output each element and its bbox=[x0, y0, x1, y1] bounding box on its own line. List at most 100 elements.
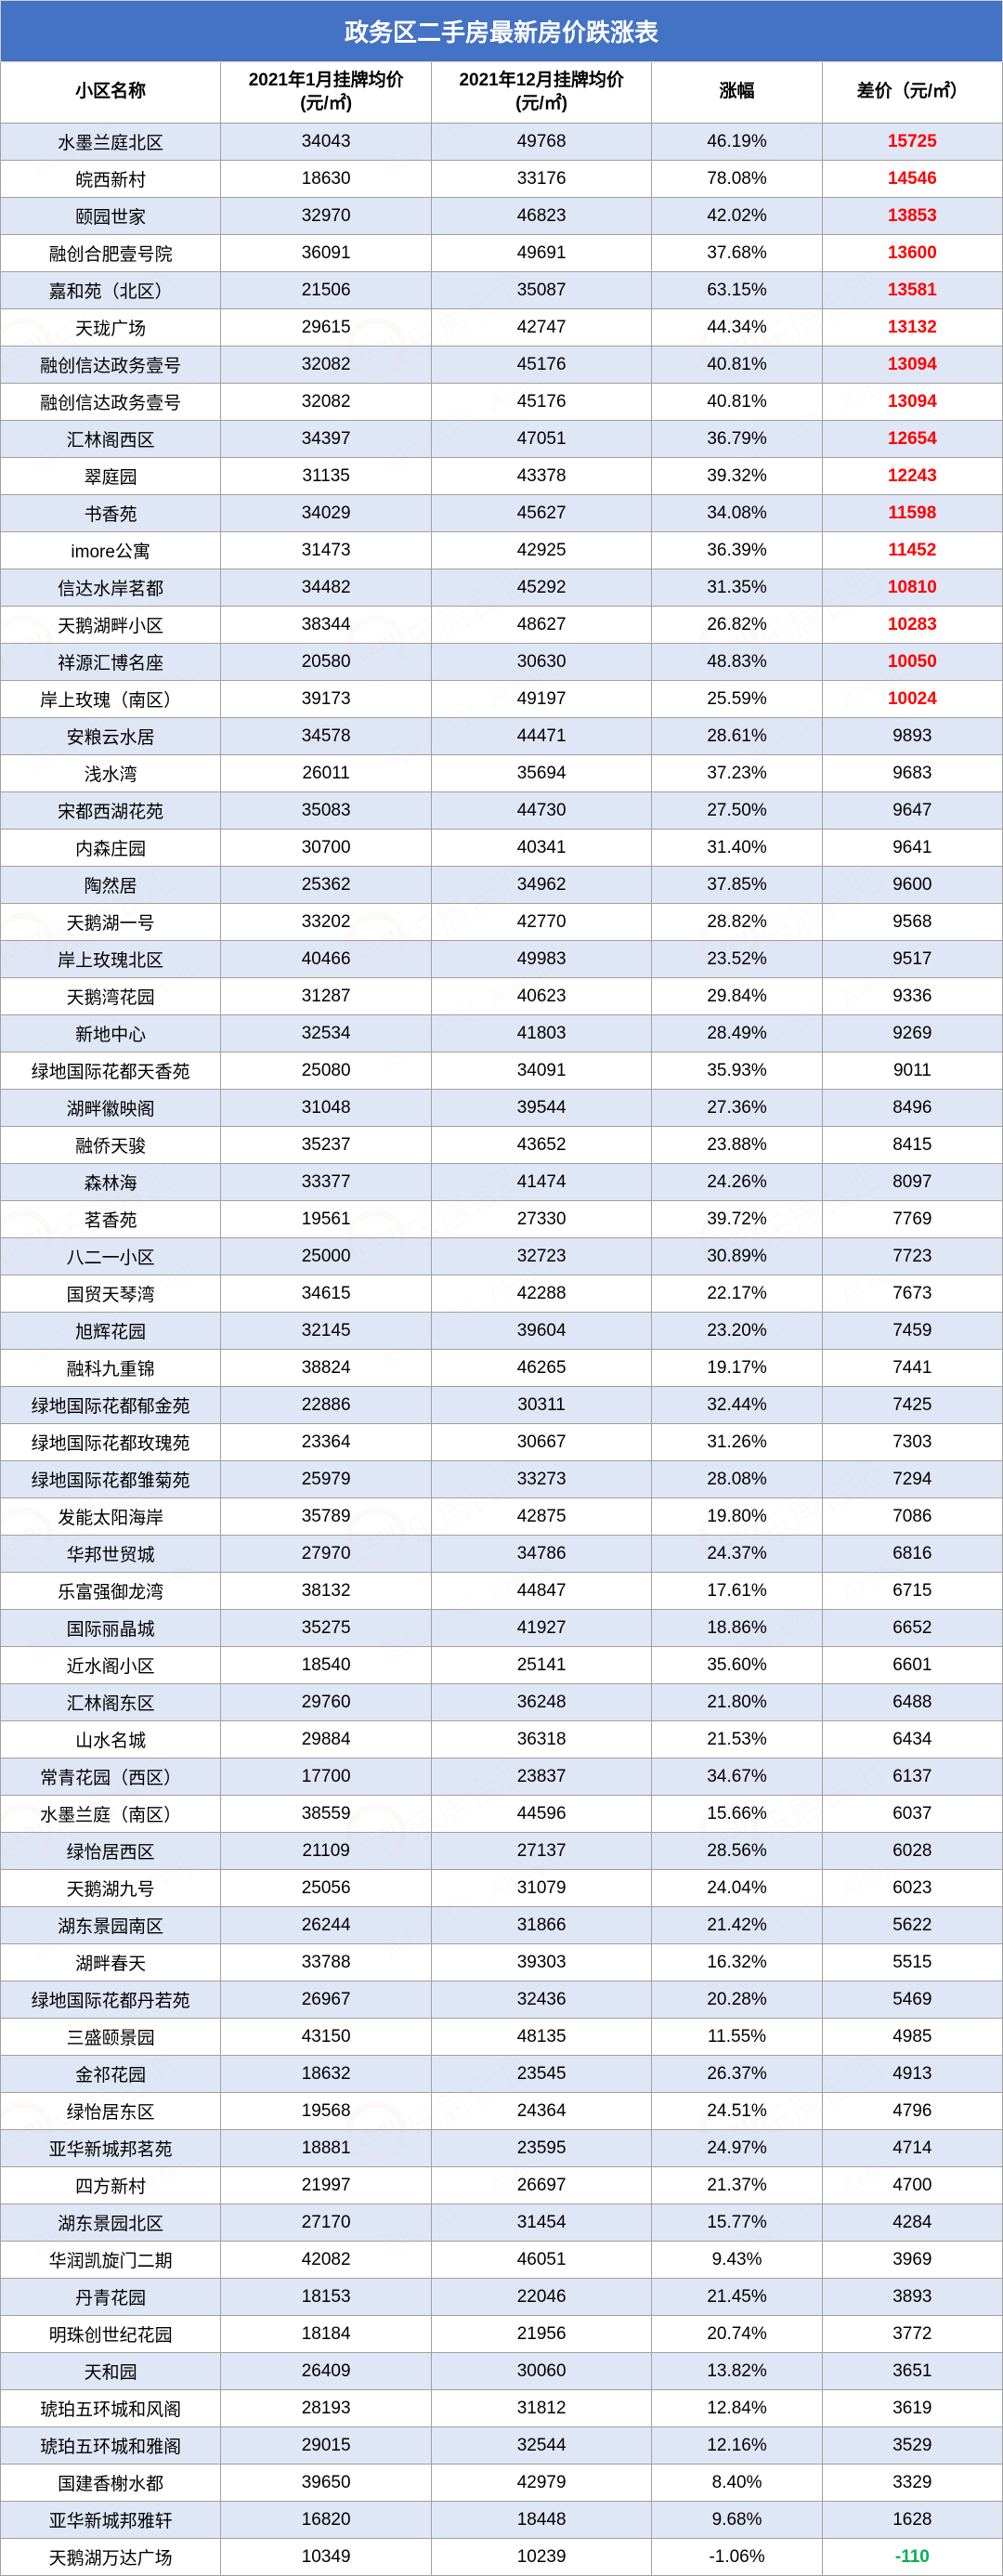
cell-diff: 12243 bbox=[822, 458, 1002, 495]
cell-jan: 18630 bbox=[221, 161, 432, 198]
cell-dec: 43378 bbox=[431, 458, 651, 495]
cell-name: 八二一小区 bbox=[1, 1238, 221, 1275]
cell-name: 明珠创世纪花园 bbox=[1, 2316, 221, 2353]
cell-diff: 9517 bbox=[822, 941, 1002, 978]
cell-pct: 21.45% bbox=[652, 2279, 822, 2316]
cell-dec: 30060 bbox=[431, 2353, 651, 2390]
cell-pct: 25.59% bbox=[652, 681, 822, 718]
table-row: 天鹅湖九号250563107924.04%6023 bbox=[1, 1870, 1003, 1907]
cell-diff: 7441 bbox=[822, 1350, 1002, 1387]
cell-dec: 42770 bbox=[431, 904, 651, 941]
cell-jan: 35275 bbox=[221, 1610, 432, 1647]
table-row: 常青花园（西区）177002383734.67%6137 bbox=[1, 1759, 1003, 1796]
cell-pct: 39.72% bbox=[652, 1201, 822, 1238]
table-row: 湖畔徽映阁310483954427.36%8496 bbox=[1, 1090, 1003, 1127]
cell-pct: 23.52% bbox=[652, 941, 822, 978]
table-row: 绿地国际花都玫瑰苑233643066731.26%7303 bbox=[1, 1424, 1003, 1461]
cell-jan: 20580 bbox=[221, 644, 432, 681]
table-row: 明珠创世纪花园181842195620.74%3772 bbox=[1, 2316, 1003, 2353]
table-row: 安粮云水居345784447128.61%9893 bbox=[1, 718, 1003, 755]
cell-name: 水墨兰庭（南区） bbox=[1, 1796, 221, 1833]
cell-jan: 25000 bbox=[221, 1238, 432, 1275]
cell-dec: 39544 bbox=[431, 1090, 651, 1127]
cell-dec: 45176 bbox=[431, 384, 651, 421]
cell-jan: 35083 bbox=[221, 792, 432, 830]
cell-pct: 26.37% bbox=[652, 2056, 822, 2093]
table-row: 亚华新城邦雅轩16820184489.68%1628 bbox=[1, 2502, 1003, 2539]
cell-jan: 31287 bbox=[221, 978, 432, 1015]
cell-jan: 32082 bbox=[221, 347, 432, 384]
cell-pct: 24.51% bbox=[652, 2093, 822, 2130]
cell-pct: 35.60% bbox=[652, 1647, 822, 1684]
cell-diff: 4796 bbox=[822, 2093, 1002, 2130]
cell-pct: 15.66% bbox=[652, 1796, 822, 1833]
cell-name: 四方新村 bbox=[1, 2167, 221, 2204]
cell-pct: 39.32% bbox=[652, 458, 822, 495]
cell-diff: 13600 bbox=[822, 235, 1002, 272]
cell-jan: 21506 bbox=[221, 272, 432, 309]
cell-pct: 9.43% bbox=[652, 2242, 822, 2279]
cell-diff: 3772 bbox=[822, 2316, 1002, 2353]
cell-dec: 45292 bbox=[431, 569, 651, 607]
cell-dec: 33176 bbox=[431, 161, 651, 198]
cell-name: 天鹅湾花园 bbox=[1, 978, 221, 1015]
cell-diff: 13853 bbox=[822, 198, 1002, 235]
cell-jan: 32534 bbox=[221, 1015, 432, 1053]
cell-diff: 3329 bbox=[822, 2465, 1002, 2502]
table-row: 华润凯旋门二期42082460519.43%3969 bbox=[1, 2242, 1003, 2279]
cell-dec: 36248 bbox=[431, 1684, 651, 1721]
table-row: 茗香苑195612733039.72%7769 bbox=[1, 1201, 1003, 1238]
cell-jan: 27970 bbox=[221, 1536, 432, 1573]
cell-jan: 26244 bbox=[221, 1907, 432, 1944]
cell-jan: 38559 bbox=[221, 1796, 432, 1833]
cell-diff: 5469 bbox=[822, 1981, 1002, 2019]
table-row: 嘉和苑（北区）215063508763.15%13581 bbox=[1, 272, 1003, 309]
cell-jan: 34043 bbox=[221, 124, 432, 161]
cell-dec: 42925 bbox=[431, 532, 651, 569]
cell-jan: 25080 bbox=[221, 1053, 432, 1090]
cell-name: 宋都西湖花苑 bbox=[1, 792, 221, 830]
cell-dec: 31454 bbox=[431, 2204, 651, 2242]
cell-diff: 13132 bbox=[822, 309, 1002, 347]
cell-jan: 33202 bbox=[221, 904, 432, 941]
cell-pct: 28.56% bbox=[652, 1833, 822, 1870]
cell-name: 旭辉花园 bbox=[1, 1313, 221, 1350]
table-row: 水墨兰庭北区340434976846.19%15725 bbox=[1, 124, 1003, 161]
table-row: 绿地国际花都丹若苑269673243620.28%5469 bbox=[1, 1981, 1003, 2019]
cell-diff: 11452 bbox=[822, 532, 1002, 569]
cell-diff: 8097 bbox=[822, 1164, 1002, 1201]
cell-name: 亚华新城邦茗苑 bbox=[1, 2130, 221, 2167]
cell-jan: 29760 bbox=[221, 1684, 432, 1721]
cell-name: 绿地国际花都丹若苑 bbox=[1, 1981, 221, 2019]
cell-diff: 6028 bbox=[822, 1833, 1002, 1870]
table-wrapper: LEJU乐居合肥购房微信：AHlejuLEJU乐居合肥购房微信：AHlejuLE… bbox=[0, 0, 1003, 2576]
cell-diff: 6601 bbox=[822, 1647, 1002, 1684]
cell-pct: 22.17% bbox=[652, 1275, 822, 1313]
cell-name: 书香苑 bbox=[1, 495, 221, 532]
cell-name: 乐富强御龙湾 bbox=[1, 1573, 221, 1610]
cell-name: 近水阁小区 bbox=[1, 1647, 221, 1684]
cell-dec: 46265 bbox=[431, 1350, 651, 1387]
table-row: 旭辉花园321453960423.20%7459 bbox=[1, 1313, 1003, 1350]
table-row: 湖东景园南区262443186621.42%5622 bbox=[1, 1907, 1003, 1944]
table-row: 岸上玫瑰北区404664998323.52%9517 bbox=[1, 941, 1003, 978]
price-table: 政务区二手房最新房价跌涨表 小区名称2021年1月挂牌均价(元/㎡)2021年1… bbox=[0, 0, 1003, 2576]
cell-name: 常青花园（西区） bbox=[1, 1759, 221, 1796]
table-row: 皖西新村186303317678.08%14546 bbox=[1, 161, 1003, 198]
cell-jan: 30700 bbox=[221, 830, 432, 867]
cell-pct: 31.40% bbox=[652, 830, 822, 867]
cell-dec: 30667 bbox=[431, 1424, 651, 1461]
cell-pct: -1.06% bbox=[652, 2539, 822, 2576]
cell-dec: 44596 bbox=[431, 1796, 651, 1833]
cell-dec: 32544 bbox=[431, 2427, 651, 2465]
cell-name: 山水名城 bbox=[1, 1721, 221, 1759]
cell-pct: 24.97% bbox=[652, 2130, 822, 2167]
cell-jan: 39173 bbox=[221, 681, 432, 718]
cell-dec: 23837 bbox=[431, 1759, 651, 1796]
cell-dec: 48135 bbox=[431, 2019, 651, 2056]
cell-jan: 22886 bbox=[221, 1387, 432, 1424]
cell-pct: 44.34% bbox=[652, 309, 822, 347]
cell-jan: 18153 bbox=[221, 2279, 432, 2316]
cell-dec: 49768 bbox=[431, 124, 651, 161]
cell-name: 新地中心 bbox=[1, 1015, 221, 1053]
